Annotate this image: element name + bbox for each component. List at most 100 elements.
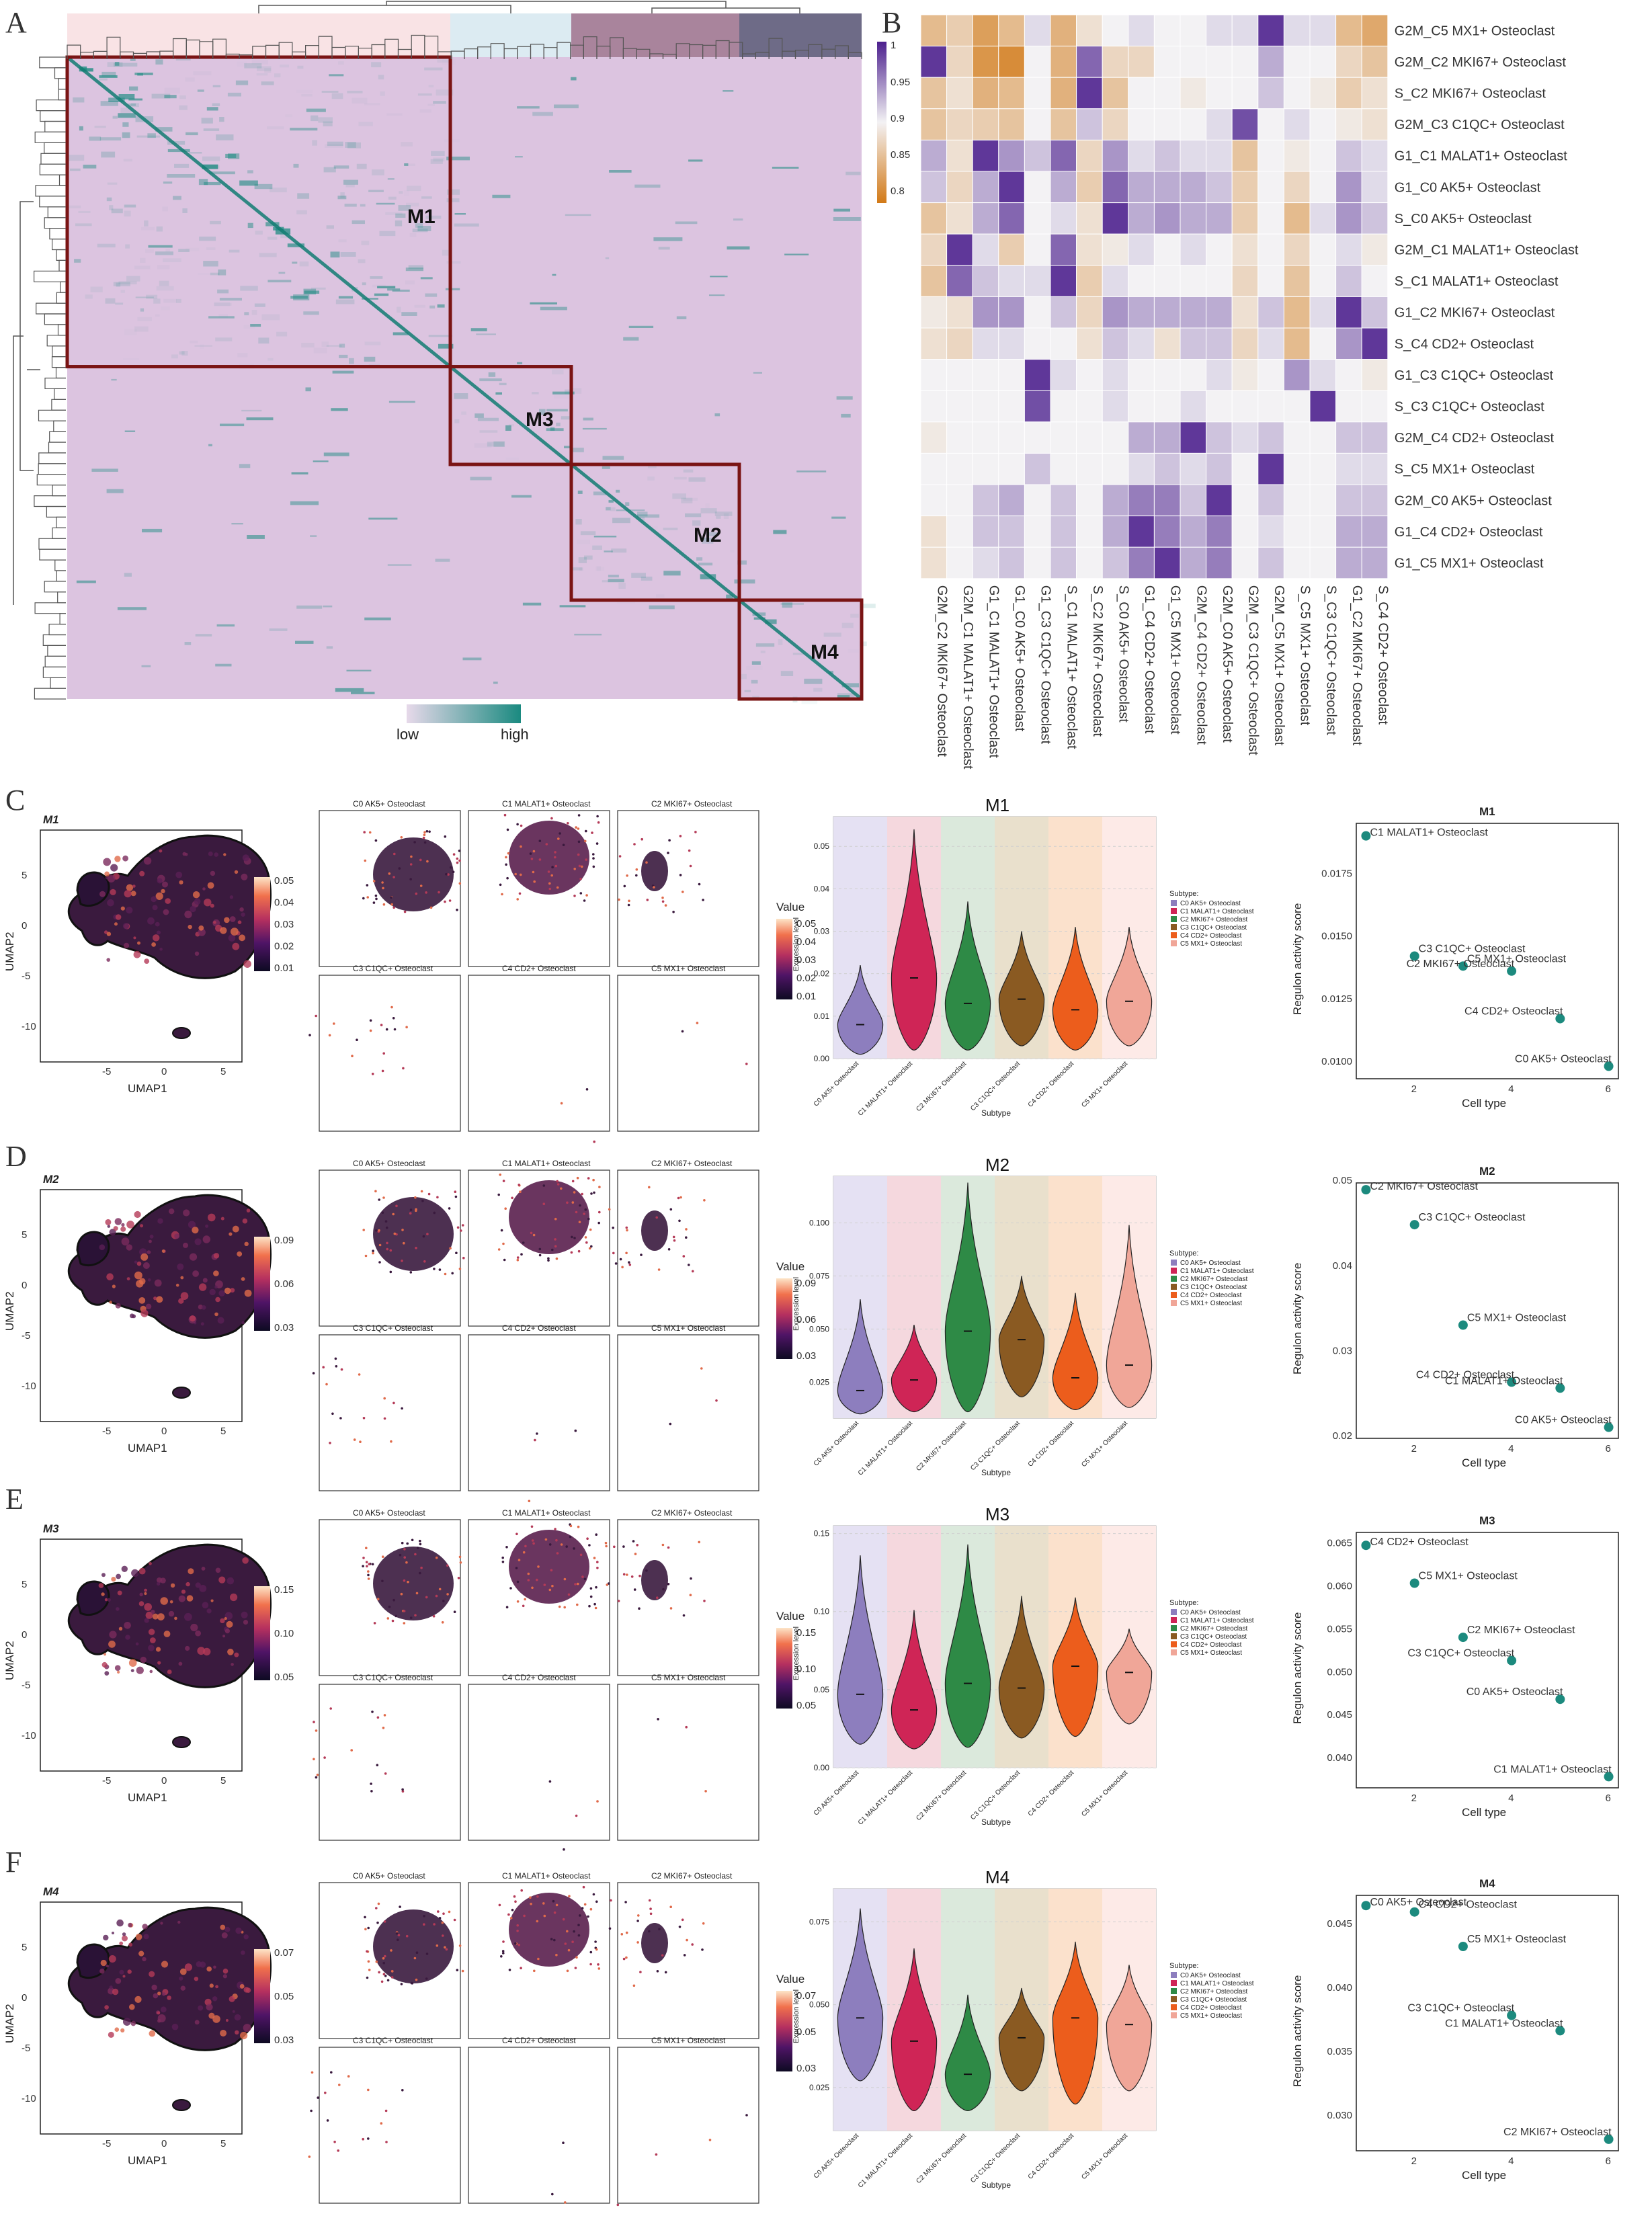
heat-cell [198, 179, 208, 186]
corr-cell [1361, 516, 1389, 548]
heat-cell [647, 476, 655, 481]
umap-point [148, 1629, 155, 1635]
facet-point [694, 831, 697, 833]
facet-point [679, 835, 682, 837]
facet-point [502, 1242, 505, 1245]
heat-cell [99, 137, 122, 140]
corr-cell [920, 296, 948, 329]
heat-cell [159, 280, 169, 286]
heat-cell [338, 239, 347, 243]
facet-point [579, 1204, 581, 1207]
facet-point [648, 1899, 651, 1902]
heat-cell [194, 345, 212, 347]
umap-point [106, 1965, 109, 1968]
facet-point [438, 891, 440, 894]
umap-point [144, 1588, 148, 1592]
corr-cell [1257, 233, 1284, 266]
heat-cell [247, 535, 265, 539]
facet-point [401, 1229, 404, 1231]
facet-point [582, 1885, 585, 1889]
umap-point [152, 1613, 159, 1620]
heat-cell [417, 226, 431, 231]
corr-cell [1180, 296, 1207, 329]
heat-cell [546, 428, 564, 431]
facet-point [381, 1579, 384, 1583]
violin-legend-swatch [1171, 1268, 1177, 1274]
heat-cell [596, 567, 601, 571]
corr-cell [972, 265, 999, 297]
umap-point [99, 1244, 106, 1250]
heat-cell [134, 265, 151, 270]
facet-point [500, 1229, 503, 1232]
facet-point [617, 1600, 620, 1602]
heat-cell [331, 93, 343, 99]
umap-point [122, 1932, 126, 1936]
corr-cell [1231, 46, 1259, 78]
facet-point [640, 1253, 643, 1256]
umap-ytick: 0 [22, 1629, 27, 1641]
umap-colorbar-tick: 0.10 [274, 1628, 294, 1639]
scatter-point-label: C2 MKI67+ Osteoclast [1467, 1625, 1575, 1636]
heat-cell [515, 156, 523, 158]
umap-point [160, 1577, 166, 1584]
facet-point [563, 1848, 565, 1851]
violin-ytick: 0.01 [814, 1012, 830, 1021]
facet-point [438, 1588, 442, 1591]
facet-point [530, 1525, 534, 1528]
umap-point [107, 1598, 111, 1602]
heat-cell [360, 204, 366, 207]
umap-ytick: 5 [22, 870, 27, 881]
dendrogram-branch [52, 345, 66, 358]
facet-point [390, 896, 393, 899]
umap-colorbar-tick: 0.01 [274, 962, 294, 974]
facet-point [433, 1268, 436, 1270]
facet-point [312, 1372, 315, 1374]
facet-point [401, 2089, 404, 2092]
umap-point [134, 1260, 138, 1264]
umap-point [202, 1278, 208, 1283]
umap-point [157, 2014, 166, 2022]
facet-point [378, 1243, 382, 1247]
heat-cell [714, 413, 720, 417]
umap-point [224, 1617, 227, 1620]
corr-cell [1257, 14, 1284, 47]
facet-point [372, 880, 376, 882]
violin-legend-entry: C4 CD2+ Osteoclast [1180, 932, 1242, 940]
umap-point [224, 1287, 231, 1294]
facet-point [581, 1575, 584, 1578]
heat-cell [244, 63, 262, 69]
facet-point [538, 1247, 542, 1251]
umap-point [160, 1922, 163, 1925]
heat-cell [219, 298, 242, 301]
facet-point [405, 1934, 409, 1938]
facet-point [363, 831, 366, 833]
dendrogram-branch [58, 78, 66, 90]
heat-cell [388, 401, 415, 403]
heat-cell [658, 247, 670, 250]
umap-point [104, 1598, 108, 1602]
heat-cell [100, 101, 118, 106]
umap-point [145, 1303, 152, 1309]
heat-cell [751, 661, 761, 665]
heat-cell [405, 268, 423, 272]
heat-cell [89, 136, 101, 141]
facet-point [677, 1196, 680, 1200]
facet-point [648, 1930, 651, 1933]
heat-cell [683, 469, 694, 473]
scatter-point [1555, 2026, 1565, 2036]
umap-point [114, 922, 118, 926]
umap-point [224, 917, 230, 923]
facet-point [532, 850, 536, 853]
facet-point [502, 1940, 505, 1943]
heat-cell [326, 225, 334, 229]
umap-point [184, 910, 192, 919]
umap-point [169, 1208, 175, 1215]
heat-cell [522, 602, 542, 606]
facet-point [596, 1567, 599, 1569]
heat-cell [206, 107, 218, 111]
umap-point [111, 1577, 116, 1582]
facet-point [453, 1918, 456, 1922]
heat-cell [371, 62, 382, 68]
facet-colorbar-tick: 0.03 [796, 1350, 816, 1362]
scatter-ytick: 0.05 [1333, 1175, 1352, 1186]
